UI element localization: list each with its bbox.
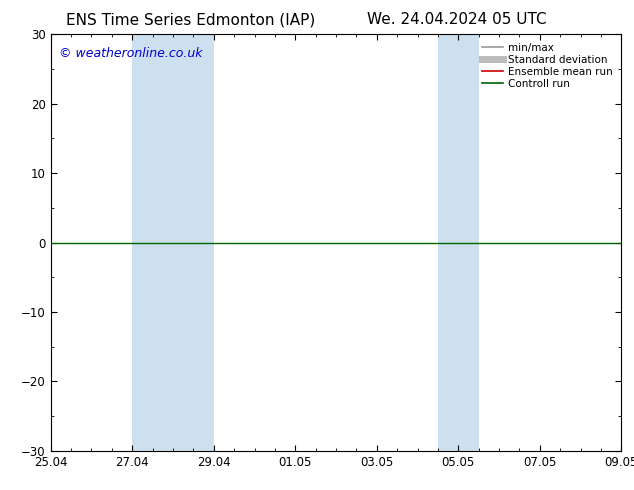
Legend: min/max, Standard deviation, Ensemble mean run, Controll run: min/max, Standard deviation, Ensemble me… [479,40,616,92]
Bar [438,34,479,451]
Text: We. 24.04.2024 05 UTC: We. 24.04.2024 05 UTC [366,12,547,27]
Text: © weatheronline.co.uk: © weatheronline.co.uk [59,47,203,60]
Text: ENS Time Series Edmonton (IAP): ENS Time Series Edmonton (IAP) [65,12,315,27]
Bar [133,34,214,451]
